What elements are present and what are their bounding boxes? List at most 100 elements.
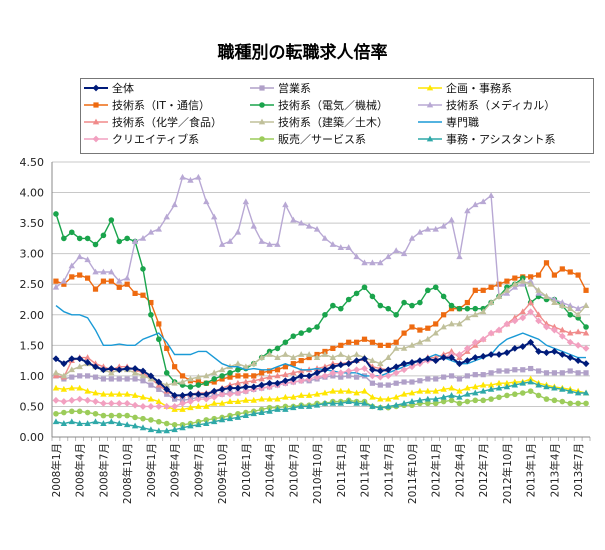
data-point bbox=[155, 427, 163, 434]
data-point bbox=[274, 354, 281, 360]
data-point bbox=[147, 403, 155, 410]
data-point bbox=[361, 284, 368, 291]
data-point bbox=[156, 321, 162, 327]
data-point bbox=[575, 400, 581, 407]
data-point bbox=[305, 403, 313, 409]
data-point bbox=[354, 339, 360, 345]
data-point bbox=[535, 317, 542, 325]
data-point bbox=[551, 323, 558, 330]
data-point bbox=[345, 360, 353, 368]
data-point bbox=[582, 360, 590, 368]
data-point bbox=[448, 397, 455, 404]
data-point bbox=[472, 201, 479, 208]
legend-label: 技術系（IT・通信） bbox=[112, 99, 210, 112]
data-point bbox=[297, 377, 305, 385]
data-point bbox=[322, 311, 328, 318]
data-point bbox=[558, 351, 566, 358]
data-point bbox=[583, 370, 589, 376]
data-point bbox=[211, 379, 217, 385]
data-point bbox=[400, 250, 408, 257]
data-point bbox=[425, 325, 431, 331]
data-point bbox=[92, 268, 99, 275]
data-point bbox=[488, 284, 494, 290]
data-point bbox=[329, 363, 337, 371]
data-point bbox=[210, 418, 218, 425]
data-point bbox=[503, 379, 511, 386]
data-point bbox=[456, 400, 463, 407]
data-point bbox=[76, 235, 83, 242]
data-point bbox=[84, 409, 91, 416]
data-point bbox=[448, 348, 455, 354]
data-point bbox=[424, 355, 432, 363]
data-point bbox=[487, 381, 495, 388]
data-point bbox=[337, 305, 344, 312]
data-point bbox=[124, 376, 130, 382]
data-point bbox=[416, 228, 424, 235]
data-point bbox=[108, 278, 114, 284]
data-point bbox=[337, 387, 344, 394]
data-point bbox=[100, 390, 107, 397]
data-point bbox=[433, 376, 439, 382]
data-point bbox=[53, 278, 59, 284]
data-point bbox=[123, 365, 131, 372]
legend-marker bbox=[258, 118, 266, 125]
data-point bbox=[179, 424, 186, 431]
data-point bbox=[440, 398, 447, 405]
data-point bbox=[155, 378, 163, 386]
data-point bbox=[76, 355, 84, 363]
data-point bbox=[583, 324, 589, 330]
data-point bbox=[527, 280, 534, 287]
data-point bbox=[376, 373, 384, 381]
data-point bbox=[487, 192, 495, 199]
data-point bbox=[92, 360, 99, 367]
data-point bbox=[471, 338, 479, 346]
data-point bbox=[163, 403, 171, 410]
data-point bbox=[535, 286, 542, 293]
data-point bbox=[92, 374, 99, 380]
data-point bbox=[338, 374, 344, 380]
data-point bbox=[385, 403, 392, 409]
data-point bbox=[187, 390, 194, 398]
data-point bbox=[432, 284, 439, 291]
data-point bbox=[393, 339, 399, 345]
data-point bbox=[424, 387, 432, 394]
data-point bbox=[376, 367, 384, 375]
data-point bbox=[566, 338, 574, 346]
data-point bbox=[583, 400, 589, 407]
data-point bbox=[84, 359, 92, 366]
data-point bbox=[155, 225, 163, 232]
data-point bbox=[281, 377, 289, 385]
data-point bbox=[337, 244, 344, 250]
data-point bbox=[567, 311, 574, 318]
data-point bbox=[282, 201, 289, 208]
data-point bbox=[234, 384, 242, 392]
data-point bbox=[495, 379, 503, 386]
data-point bbox=[92, 418, 99, 425]
data-point bbox=[528, 365, 534, 372]
data-point bbox=[234, 398, 242, 404]
x-tick-label: 2013年1月 bbox=[525, 443, 538, 497]
data-point bbox=[487, 385, 495, 392]
data-point bbox=[218, 385, 226, 393]
data-point bbox=[511, 381, 519, 388]
data-point bbox=[432, 225, 439, 232]
data-point bbox=[527, 375, 534, 382]
data-point bbox=[337, 369, 345, 377]
data-point bbox=[298, 358, 304, 364]
legend-label: 技術系（電気／機械） bbox=[278, 98, 388, 112]
data-point bbox=[108, 412, 115, 419]
data-point bbox=[179, 399, 186, 407]
data-point bbox=[511, 317, 519, 325]
data-point bbox=[92, 241, 99, 248]
data-point bbox=[503, 289, 511, 296]
data-point bbox=[139, 372, 147, 379]
data-point bbox=[487, 299, 495, 305]
data-point bbox=[345, 354, 352, 360]
data-point bbox=[306, 327, 312, 333]
data-point bbox=[131, 369, 139, 376]
data-point bbox=[108, 268, 115, 275]
data-point bbox=[60, 420, 68, 426]
data-point bbox=[408, 398, 416, 404]
data-point bbox=[559, 326, 566, 333]
